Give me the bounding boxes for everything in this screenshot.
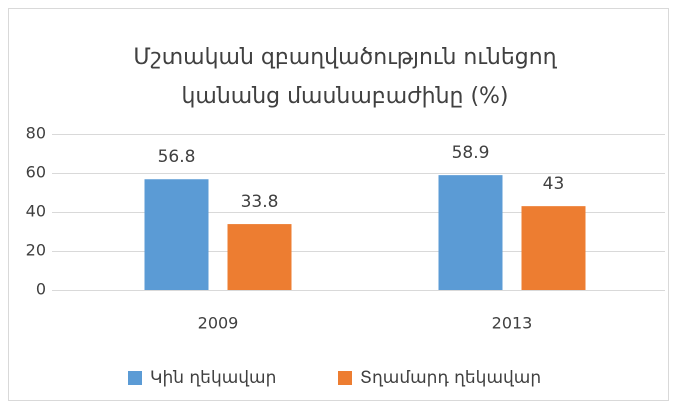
bar: [227, 224, 292, 290]
value-label: 56.8: [158, 147, 196, 167]
legend-swatch: [338, 371, 352, 385]
chart-title: Մշտական զբաղվածություն ունեցող: [133, 45, 557, 70]
chart-border: [8, 8, 669, 401]
legend-swatch: [128, 371, 142, 385]
y-tick-label: 80: [26, 124, 46, 143]
y-tick-label: 60: [26, 163, 46, 182]
y-tick-label: 20: [26, 241, 46, 260]
legend-label: Կին ղեկավար: [150, 368, 276, 388]
legend-label: Տղամարդ ղեկավար: [360, 368, 541, 388]
value-label: 58.9: [452, 143, 490, 163]
bar: [144, 179, 209, 290]
bar: [438, 175, 503, 290]
x-tick-label: 2013: [492, 314, 533, 333]
y-tick-label: 0: [36, 280, 46, 299]
x-tick-label: 2009: [198, 314, 239, 333]
value-label: 33.8: [241, 192, 279, 212]
value-label: 43: [543, 174, 565, 194]
y-tick-label: 40: [26, 202, 46, 221]
bar: [521, 206, 586, 290]
chart-title: կանանց մասնաբաժինը (%): [181, 84, 508, 109]
